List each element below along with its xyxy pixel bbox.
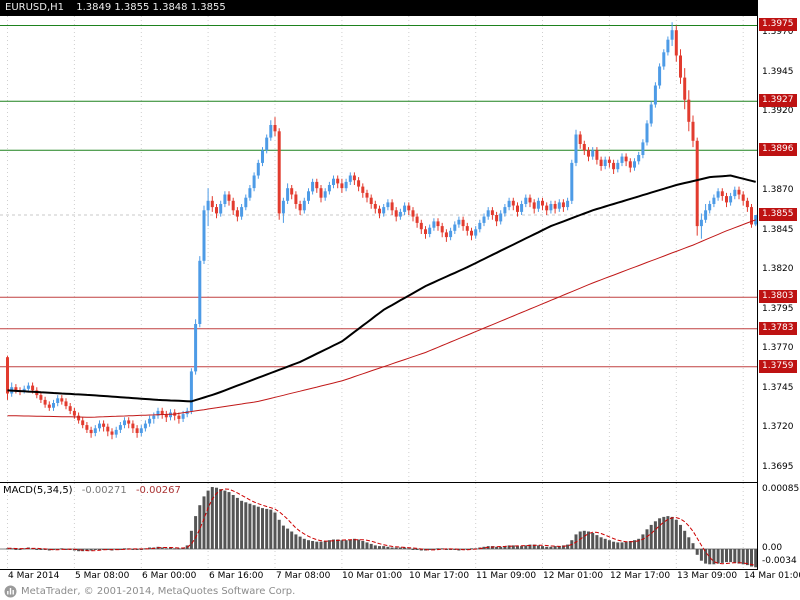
price-level-badge: 1.3855 bbox=[759, 208, 797, 221]
price-axis-label: 1.3820 bbox=[762, 264, 794, 274]
time-axis-label: 12 Mar 01:00 bbox=[543, 571, 604, 581]
price-level-badge: 1.3927 bbox=[759, 94, 797, 107]
time-axis-label: 11 Mar 09:00 bbox=[476, 571, 537, 581]
chart-title-bar: EURUSD,H1 1.3849 1.3855 1.3848 1.3855 bbox=[0, 0, 757, 16]
metatrader-logo-icon bbox=[4, 585, 17, 597]
macd-signal-value: -0.00267 bbox=[135, 485, 181, 496]
ma-red-line bbox=[7, 219, 756, 418]
price-axis-label: 1.3795 bbox=[762, 304, 794, 314]
price-axis-label: 1.3945 bbox=[762, 67, 794, 77]
time-axis-label: 14 Mar 01:00 bbox=[744, 571, 800, 581]
price-axis-label: 1.3845 bbox=[762, 225, 794, 235]
macd-indicator-pane[interactable] bbox=[0, 483, 757, 569]
macd-axis-label: 0.00085 bbox=[762, 484, 800, 494]
time-axis-label: 6 Mar 16:00 bbox=[209, 571, 264, 581]
time-axis-label: 10 Mar 17:00 bbox=[409, 571, 470, 581]
price-level-badge: 1.3975 bbox=[759, 18, 797, 31]
macd-histogram bbox=[6, 487, 757, 568]
price-chart-canvas[interactable] bbox=[0, 16, 757, 482]
price-axis-label: 1.3920 bbox=[762, 106, 794, 116]
time-axis-label: 4 Mar 2014 bbox=[8, 571, 60, 581]
time-axis-label: 10 Mar 01:00 bbox=[342, 571, 403, 581]
copyright-text: MetaTrader, © 2001-2014, MetaQuotes Soft… bbox=[21, 585, 296, 597]
time-axis-label: 13 Mar 09:00 bbox=[677, 571, 738, 581]
price-axis-label: 1.3720 bbox=[762, 422, 794, 432]
macd-main-value: -0.00271 bbox=[81, 485, 127, 496]
price-axis-label: 1.3695 bbox=[762, 462, 794, 472]
price-level-badge: 1.3759 bbox=[759, 360, 797, 373]
time-axis[interactable]: 4 Mar 2014 5 Mar 08:00 6 Mar 00:00 6 Mar 16… bbox=[0, 571, 800, 584]
macd-canvas[interactable] bbox=[0, 483, 757, 569]
symbol-period-label: EURUSD,H1 bbox=[5, 2, 65, 13]
axis-divider bbox=[757, 0, 758, 570]
price-chart-pane[interactable] bbox=[0, 16, 757, 482]
macd-axis-label: -0.0034 bbox=[762, 556, 797, 566]
macd-indicator-label: MACD(5,34,5) -0.00271 -0.00267 bbox=[3, 485, 187, 496]
pane-separator bbox=[0, 569, 757, 570]
price-level-badge: 1.3783 bbox=[759, 322, 797, 335]
price-axis-label: 1.3970 bbox=[762, 27, 794, 37]
macd-signal-line bbox=[7, 488, 756, 566]
macd-name: MACD(5,34,5) bbox=[3, 485, 73, 496]
down-candle-wicks bbox=[7, 25, 752, 440]
price-axis[interactable]: 1.3970 1.3945 1.3920 1.3870 1.3845 1.3820 1.37… bbox=[758, 0, 800, 600]
pane-separator[interactable] bbox=[0, 482, 757, 483]
price-level-badge: 1.3896 bbox=[759, 143, 797, 156]
macd-axis-label: 0.00 bbox=[762, 543, 783, 553]
candles-layer bbox=[6, 30, 757, 435]
up-candle-wicks bbox=[11, 22, 757, 438]
copyright-watermark: MetaTrader, © 2001-2014, MetaQuotes Soft… bbox=[4, 584, 295, 598]
time-axis-label: 6 Mar 00:00 bbox=[142, 571, 197, 581]
time-axis-label: 12 Mar 17:00 bbox=[610, 571, 671, 581]
price-axis-label: 1.3870 bbox=[762, 185, 794, 195]
price-axis-label: 1.3745 bbox=[762, 383, 794, 393]
price-axis-label: 1.3770 bbox=[762, 343, 794, 353]
time-axis-label: 7 Mar 08:00 bbox=[276, 571, 331, 581]
ma-black-line bbox=[7, 174, 756, 403]
price-level-badge: 1.3803 bbox=[759, 290, 797, 303]
ohlc-readout: 1.3849 1.3855 1.3848 1.3855 bbox=[76, 2, 226, 13]
time-axis-label: 5 Mar 08:00 bbox=[75, 571, 130, 581]
vertical-gridlines bbox=[7, 16, 744, 482]
